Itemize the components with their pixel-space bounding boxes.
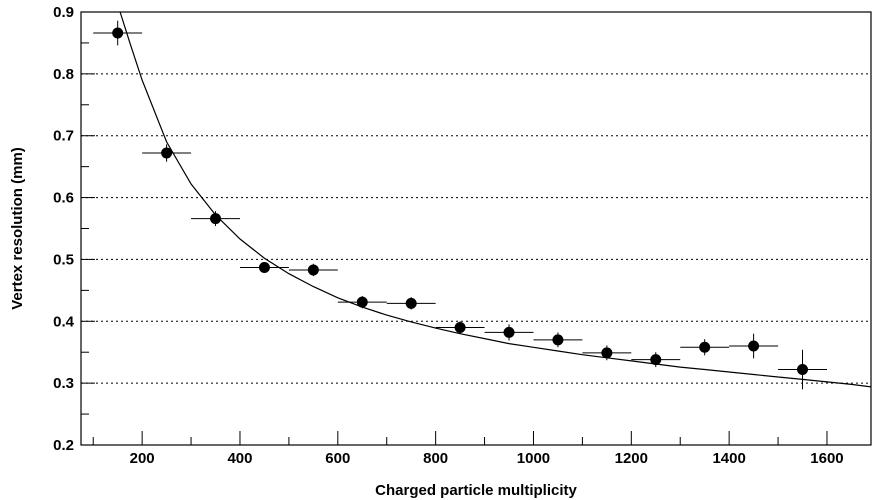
data-point [210,213,222,225]
y-tick-label: 0.4 [53,313,75,330]
data-point [503,326,515,338]
axis-tick-labels: 0.2 0.3 0.4 0.5 0.6 0.7 0.8 0.9 200 400 600 800 1000… [53,4,844,467]
data-point-group [239,261,289,273]
data-point-group [337,295,387,309]
data-point-group [191,211,240,227]
grid-lines [81,73,871,384]
x-tick-label: 1200 [615,450,648,467]
data-point [454,321,466,333]
x-tick-label: 1600 [810,450,843,467]
data-point-group [729,333,779,359]
data-point [112,27,124,39]
data-points [93,20,827,390]
y-tick-label: 0.7 [53,128,74,145]
data-point-group [93,20,143,46]
data-point [748,340,760,352]
data-point [601,347,613,359]
data-point-group [680,339,730,356]
data-point-group [533,332,583,348]
data-point [405,297,417,309]
x-tick-label: 400 [227,450,252,467]
y-tick-label: 0.6 [53,190,74,207]
fit-curve [119,11,872,388]
x-axis-title: Charged particle multiplicity [375,482,577,499]
data-point-group [778,349,827,390]
data-point [258,261,270,273]
data-point-group [582,345,632,361]
data-point [797,364,809,376]
y-tick-label: 0.3 [53,375,74,392]
data-point-group [435,321,485,334]
x-tick-label: 1400 [712,450,745,467]
data-point [161,147,173,159]
data-point-group [142,144,192,162]
data-point [699,341,711,353]
x-tick-label: 800 [423,450,448,467]
data-point [552,334,564,346]
data-point [356,296,368,308]
x-tick-label: 600 [325,450,350,467]
data-point [650,354,662,366]
axis-ticks [81,11,828,446]
x-tick-label: 200 [130,450,155,467]
plot-frame [80,11,872,446]
data-point-group [631,352,681,368]
y-tick-label: 0.8 [53,66,74,83]
data-point [307,264,319,276]
y-axis-title: Vertex resolution (mm) [9,147,26,310]
y-tick-label: 0.9 [53,4,74,21]
data-point-group [386,297,436,310]
y-tick-label: 0.2 [53,437,74,454]
y-tick-label: 0.5 [53,251,74,268]
data-point-group [288,263,338,277]
data-point-group [484,324,534,341]
x-tick-label: 1000 [517,450,550,467]
